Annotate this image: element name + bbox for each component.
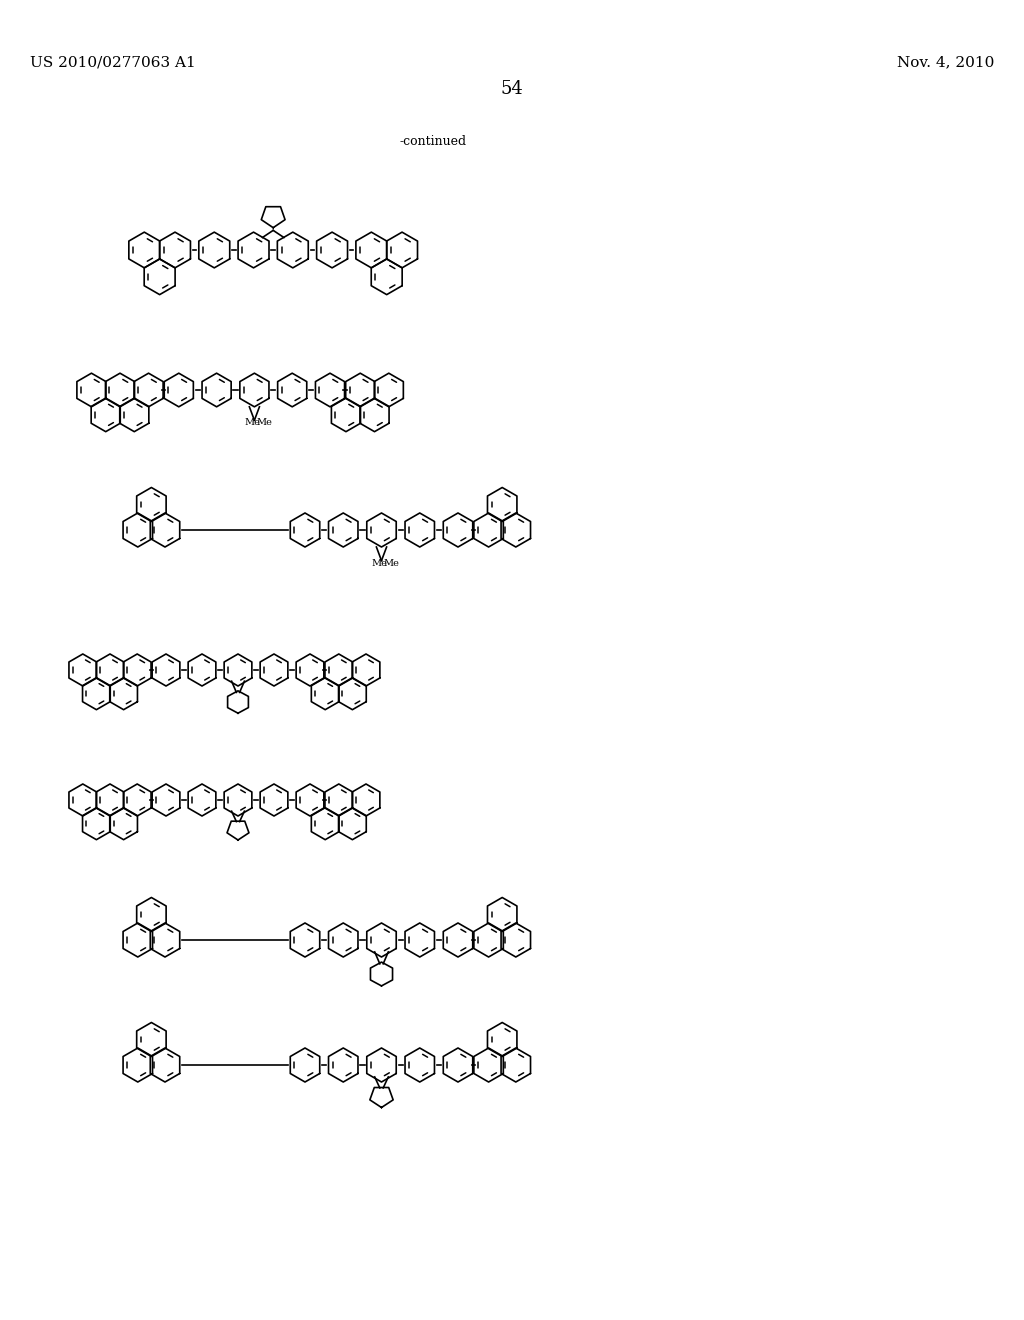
Text: -continued: -continued bbox=[400, 135, 467, 148]
Text: Me: Me bbox=[245, 418, 260, 428]
Text: Me: Me bbox=[256, 418, 272, 428]
Text: Me: Me bbox=[372, 558, 387, 568]
Text: Me: Me bbox=[383, 558, 399, 568]
Text: 54: 54 bbox=[501, 81, 523, 98]
Text: Nov. 4, 2010: Nov. 4, 2010 bbox=[897, 55, 994, 69]
Text: US 2010/0277063 A1: US 2010/0277063 A1 bbox=[30, 55, 196, 69]
